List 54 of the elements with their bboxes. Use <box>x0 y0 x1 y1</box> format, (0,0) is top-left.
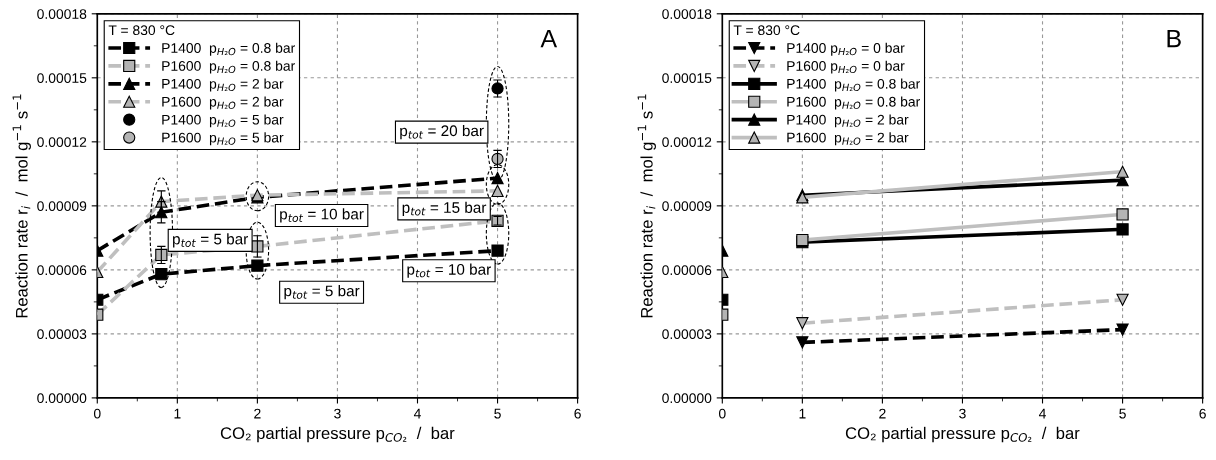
y-axis-title: Reaction rate r$_{i}$ / mol g$^{−1}$ s$^{−1}$ <box>12 94 31 318</box>
legend-title: T = 830 °C <box>108 25 175 36</box>
annotation: p$_{tot}$ = 10 bar <box>407 263 491 278</box>
x-tick-label: 3 <box>959 408 966 419</box>
y-tick-label: 0.00012 <box>662 137 712 147</box>
x-tick-label: 4 <box>413 408 421 419</box>
annotation: B <box>1167 29 1181 48</box>
y-tick-label: 0.00000 <box>37 393 87 404</box>
legend-label: P1400 p$_{H₂O}$ = 2 bar <box>787 114 909 128</box>
annotation: A <box>540 29 558 48</box>
x-axis-title: CO₂ partial pressure p$_{CO₂}$ / bar <box>845 426 1080 443</box>
legend-label: P1400 p$_{H₂O}$ = 5 bar <box>162 114 284 128</box>
legend-label: P1600 p$_{H₂O}$ = 0 bar <box>787 60 905 74</box>
y-tick-label: 0.00006 <box>662 265 712 276</box>
legend-title: T = 830 °C <box>733 25 800 36</box>
y-tick-label: 0.00006 <box>37 265 87 276</box>
legend-label: P1400 p$_{H₂O}$ = 0 bar <box>787 42 905 56</box>
x-axis-title: CO₂ partial pressure p$_{CO₂}$ / bar <box>220 426 455 443</box>
x-tick-label: 5 <box>494 408 501 419</box>
x-tick-label: 1 <box>799 408 806 419</box>
y-tick-label: 0.00003 <box>662 329 712 340</box>
legend-label: P1400 p$_{H₂O}$ = 0.8 bar <box>162 42 295 56</box>
x-tick-label: 6 <box>574 408 581 419</box>
annotation: p$_{tot}$ = 10 bar <box>280 208 364 223</box>
x-tick-label: 6 <box>1199 408 1206 419</box>
x-tick-label: 1 <box>174 408 181 419</box>
legend-label: P1400 p$_{H₂O}$ = 0.8 bar <box>787 78 921 92</box>
annotation: p$_{tot}$ = 15 bar <box>402 201 487 216</box>
y-tick-label: 0.00018 <box>37 9 87 19</box>
y-tick-label: 0.00009 <box>37 201 87 212</box>
y-tick-label: 0.00012 <box>37 137 87 147</box>
y-tick-label: 0.00015 <box>662 73 712 83</box>
y-tick-label: 0.00000 <box>662 393 712 404</box>
y-tick-label: 0.00003 <box>37 329 87 340</box>
y-tick-label: 0.00009 <box>662 201 712 212</box>
y-axis-title: Reaction rate r$_{i}$ / mol g$^{−1}$ s$^{−1}$ <box>637 94 656 318</box>
annotation: p$_{tot}$ = 5 bar <box>284 285 360 300</box>
x-tick-label: 2 <box>254 408 261 419</box>
legend-label: P1600 p$_{H₂O}$ = 2 bar <box>787 132 909 146</box>
x-tick-label: 0 <box>93 408 101 419</box>
x-tick-label: 3 <box>334 408 341 419</box>
annotation: p$_{tot}$ = 20 bar <box>400 124 484 140</box>
x-tick-label: 2 <box>879 408 886 419</box>
legend-label: P1600 p$_{H₂O}$ = 5 bar <box>162 132 284 146</box>
x-tick-label: 5 <box>1119 408 1126 419</box>
legend-label: P1400 p$_{H₂O}$ = 2 bar <box>162 78 284 92</box>
y-tick-label: 0.00015 <box>37 73 87 83</box>
y-tick-label: 0.00018 <box>662 9 712 19</box>
legend-label: P1600 p$_{H₂O}$ = 2 bar <box>162 96 284 110</box>
legend-label: P1600 p$_{H₂O}$ = 0.8 bar <box>787 96 921 110</box>
legend-label: P1600 p$_{H₂O}$ = 0.8 bar <box>162 60 295 74</box>
x-tick-label: 0 <box>718 408 726 419</box>
x-tick-label: 4 <box>1038 408 1046 419</box>
annotation: p$_{tot}$ = 5 bar <box>173 233 249 248</box>
